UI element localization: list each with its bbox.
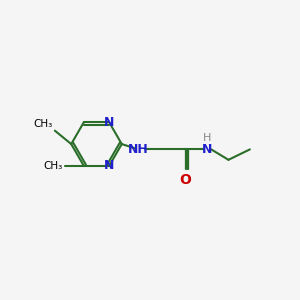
- Text: N: N: [104, 116, 114, 129]
- Text: CH₃: CH₃: [33, 119, 52, 129]
- Text: N: N: [104, 159, 114, 172]
- Text: O: O: [180, 173, 192, 187]
- Text: H: H: [203, 133, 211, 143]
- Text: NH: NH: [128, 143, 148, 156]
- Text: N: N: [202, 143, 212, 156]
- Text: CH₃: CH₃: [43, 161, 62, 171]
